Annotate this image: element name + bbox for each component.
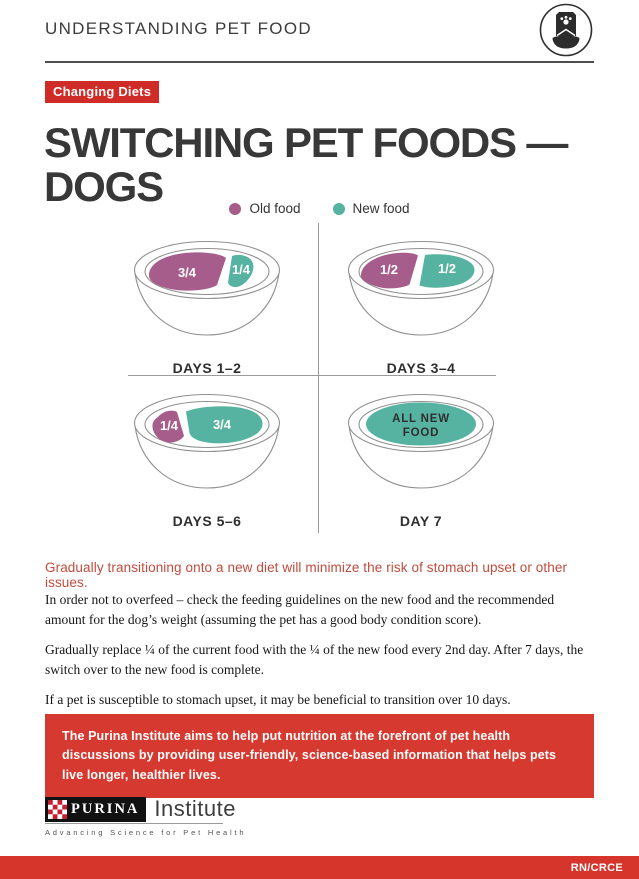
bowl-days-1-2: 3/4 1/4 DAYS 1–2 bbox=[132, 240, 282, 376]
fraction-new: 1/2 bbox=[438, 261, 456, 276]
fraction-old: 1/2 bbox=[380, 262, 398, 277]
new-food-portion bbox=[366, 402, 476, 446]
bowl-label-day-7: DAY 7 bbox=[399, 513, 443, 529]
body-paragraphs: In order not to overfeed – check the fee… bbox=[45, 590, 594, 721]
bowl-days-5-6: 1/4 3/4 DAYS 5–6 bbox=[132, 393, 282, 529]
new-food-dot-icon bbox=[332, 202, 345, 215]
bowl-days-3-4: 1/2 1/2 DAYS 3–4 bbox=[346, 240, 496, 376]
figure-vertical-divider bbox=[318, 223, 319, 533]
purina-brand-text: PURINA bbox=[71, 800, 140, 817]
page-title: SWITCHING PET FOODS — DOGS bbox=[44, 119, 568, 211]
bowl-label-days-1-2: DAYS 1–2 bbox=[172, 360, 242, 376]
legend-new-label: New food bbox=[352, 201, 410, 216]
all-new-food-line1: ALL NEW bbox=[392, 413, 450, 425]
header-divider bbox=[45, 61, 594, 63]
old-food-portion bbox=[360, 252, 418, 289]
purina-checkerboard-icon bbox=[48, 799, 67, 819]
fraction-old: 1/4 bbox=[160, 418, 179, 433]
document-code: RN/CRCE bbox=[570, 861, 623, 874]
legend-item-new-food: New food bbox=[332, 201, 410, 216]
new-food-portion bbox=[419, 254, 475, 288]
old-food-portion bbox=[148, 252, 226, 291]
paragraph-gradual-replace: Gradually replace ¼ of the current food … bbox=[45, 642, 584, 677]
fraction-new: 1/4 bbox=[232, 262, 251, 277]
lead-sentence: Gradually transitioning onto a new diet … bbox=[45, 560, 568, 590]
bowl-label-days-5-6: DAYS 5–6 bbox=[172, 513, 242, 529]
section-badge: Changing Diets bbox=[45, 81, 160, 103]
purina-wordmark: PURINA bbox=[45, 796, 147, 822]
old-food-dot-icon bbox=[229, 202, 242, 215]
page-kicker: UNDERSTANDING PET FOOD bbox=[45, 19, 312, 38]
figure-horizontal-divider bbox=[128, 375, 496, 376]
legend: Old food New food bbox=[0, 201, 639, 216]
fraction-old: 3/4 bbox=[178, 265, 197, 280]
new-food-portion bbox=[186, 406, 263, 444]
bottom-bar: RN/CRCE bbox=[0, 856, 639, 879]
bowl-label-days-3-4: DAYS 3–4 bbox=[386, 360, 456, 376]
fraction-new: 3/4 bbox=[213, 417, 232, 432]
purina-institute-callout: The Purina Institute aims to help put nu… bbox=[45, 714, 594, 799]
all-new-food-line2: FOOD bbox=[403, 427, 439, 439]
institute-text: Institute bbox=[154, 796, 236, 821]
paragraph-feeding-guidelines: In order not to overfeed – check the fee… bbox=[45, 592, 555, 627]
bowl-day-7: ALL NEW FOOD DAY 7 bbox=[346, 393, 496, 529]
pet-food-bag-bowl-icon bbox=[538, 2, 594, 63]
new-food-portion bbox=[228, 254, 254, 288]
old-food-portion bbox=[152, 410, 184, 443]
legend-old-label: Old food bbox=[249, 201, 301, 216]
purina-institute-logo: PURINA Institute bbox=[45, 796, 236, 822]
paragraph-stomach-upset: If a pet is susceptible to stomach upset… bbox=[45, 692, 511, 708]
legend-item-old-food: Old food bbox=[229, 201, 301, 216]
footer-tagline: Advancing Science for Pet Health bbox=[45, 823, 244, 837]
